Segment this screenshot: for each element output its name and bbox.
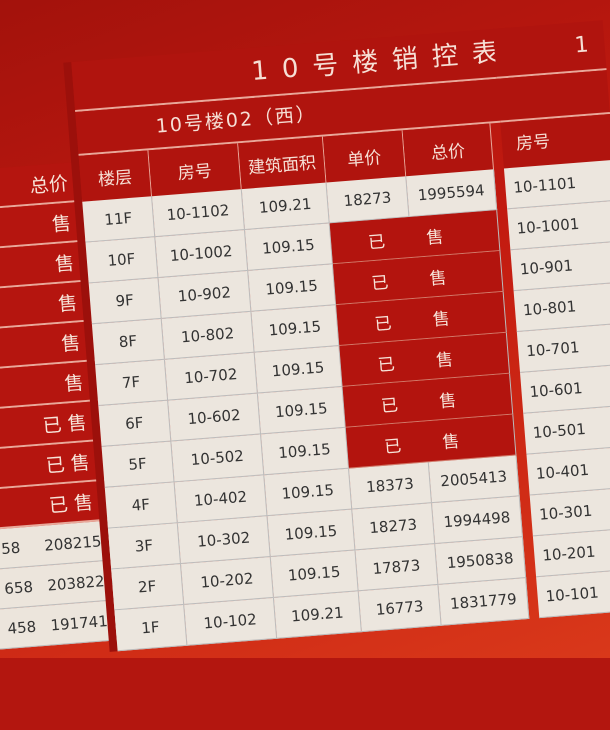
floor-cell: 4F xyxy=(104,482,178,529)
col-total-price: 总价 xyxy=(402,123,494,177)
right-room-cell: 10-301 xyxy=(529,486,610,537)
total-price-cell: 1994498 xyxy=(431,496,523,545)
room-cell: 10-802 xyxy=(161,311,255,360)
col-area: 建筑面积 xyxy=(238,136,327,190)
floor-cell: 3F xyxy=(107,523,181,570)
room-cell: 10-1002 xyxy=(155,230,249,278)
room-cell: 10-1102 xyxy=(152,189,245,238)
area-cell: 109.15 xyxy=(264,468,353,517)
area-cell: 109.15 xyxy=(251,305,340,353)
room-cell: 10-102 xyxy=(184,597,278,646)
unit-price-cell: 16773 xyxy=(358,584,442,633)
unit-price-cell: 18373 xyxy=(349,462,432,510)
left-unit-price: 458 xyxy=(6,617,37,638)
floor-cell: 1F xyxy=(114,604,188,652)
floor-cell: 7F xyxy=(95,359,169,407)
floor-cell: 6F xyxy=(98,400,172,447)
right-room-cell: 10-601 xyxy=(520,364,610,414)
area-cell: 109.15 xyxy=(244,223,333,271)
room-cell: 10-402 xyxy=(174,475,268,524)
right-room-cell: 10-801 xyxy=(513,282,610,332)
area-cell: 109.21 xyxy=(273,591,362,639)
right-header: 房号 xyxy=(500,114,610,169)
room-cell: 10-202 xyxy=(180,556,274,605)
right-title-fragment: 1 xyxy=(492,20,607,79)
area-cell: 109.15 xyxy=(248,264,337,312)
unit-price-cell: 18273 xyxy=(326,176,410,224)
floor-cell: 8F xyxy=(91,318,165,366)
room-cell: 10-602 xyxy=(168,393,262,442)
floor-cell: 9F xyxy=(88,277,162,325)
unit-price-cell: 17873 xyxy=(355,544,439,592)
total-price-cell: 1831779 xyxy=(438,578,530,626)
total-price-cell: 1995594 xyxy=(406,169,498,218)
room-cell: 10-702 xyxy=(164,352,258,401)
main-table: 10号楼销控表 10号楼02（西） 楼层 房号 建筑面积 单价 总价 11F 10… xyxy=(63,27,557,652)
area-cell: 109.21 xyxy=(241,182,330,231)
right-room-cell: 10-401 xyxy=(526,445,610,496)
area-cell: 109.15 xyxy=(270,550,359,598)
area-cell: 109.15 xyxy=(261,427,350,476)
room-cell: 10-302 xyxy=(177,516,271,565)
left-unit-price: 658 xyxy=(3,577,34,598)
area-cell: 109.15 xyxy=(254,345,343,394)
floor-cell: 2F xyxy=(111,564,185,611)
floor-cell: 5F xyxy=(101,441,175,488)
total-price-cell: 2005413 xyxy=(428,455,520,504)
room-cell: 10-902 xyxy=(158,270,252,319)
right-room-cell: 10-701 xyxy=(516,323,610,373)
left-unit-price: 58 xyxy=(0,538,21,558)
right-room-cell: 10-101 xyxy=(536,568,610,619)
floor-cell: 11F xyxy=(82,196,156,243)
room-cell: 10-502 xyxy=(171,434,265,483)
floor-cell: 10F xyxy=(85,237,159,284)
col-unit-price: 单价 xyxy=(322,130,407,183)
area-cell: 109.15 xyxy=(257,386,346,435)
right-room-cell: 10-201 xyxy=(532,527,610,578)
area-cell: 109.15 xyxy=(267,509,356,557)
unit-price-cell: 18273 xyxy=(352,503,436,551)
total-price-cell: 1950838 xyxy=(435,537,527,585)
col-room: 房号 xyxy=(148,143,242,197)
col-floor: 楼层 xyxy=(78,150,153,202)
right-room-cell: 10-501 xyxy=(523,405,610,455)
